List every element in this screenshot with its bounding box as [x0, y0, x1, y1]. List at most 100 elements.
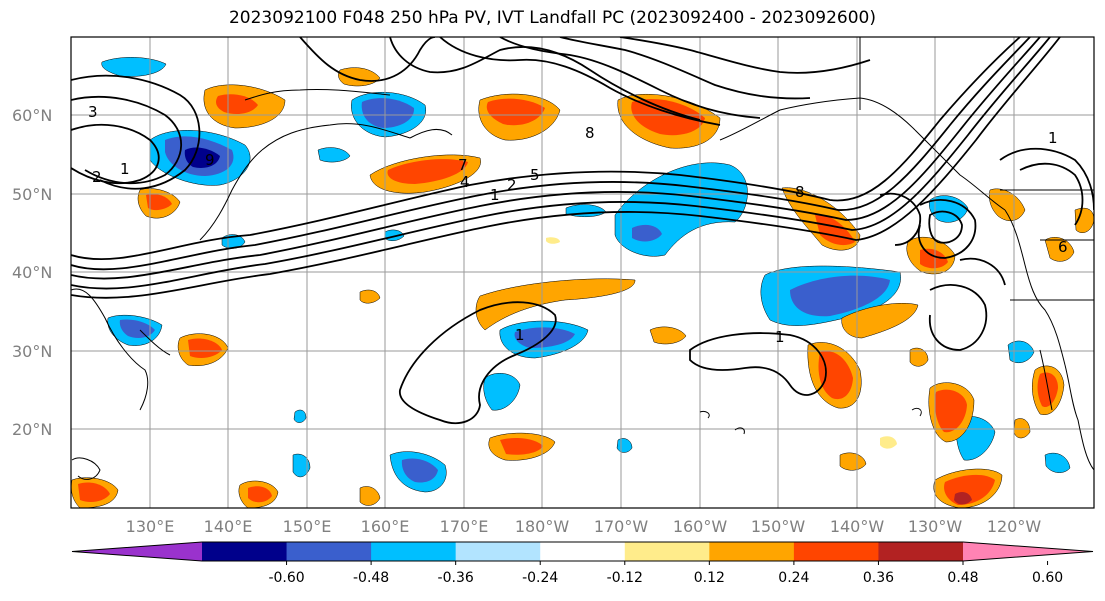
- shade-neg-patch: [929, 195, 969, 223]
- contour-label: 1: [515, 326, 525, 344]
- shade-pos-patch: [989, 188, 1026, 222]
- shade-pos-patch: [500, 438, 543, 455]
- contour-label: 1: [1048, 129, 1058, 147]
- shade-pos-patch: [188, 338, 222, 358]
- colorbar-outline: [71, 541, 1094, 562]
- contour-label: 1: [490, 186, 500, 204]
- pv-contours: [71, 37, 1094, 425]
- shade-pos-patch: [818, 351, 853, 400]
- shade-pos-patch: [78, 482, 110, 502]
- lon-label: 150°E: [283, 517, 332, 536]
- lat-label: 30°N: [12, 342, 52, 361]
- contour-label: 3: [88, 103, 98, 121]
- lat-label: 40°N: [12, 263, 52, 282]
- shade-neg-patch: [361, 98, 415, 128]
- lon-label: 160°E: [361, 517, 410, 536]
- lat-label: 50°N: [12, 185, 52, 204]
- shade-pos-patch: [841, 302, 919, 339]
- shade-pos-patch: [1013, 418, 1031, 439]
- colorbar-tick-label: -0.12: [607, 570, 643, 586]
- shade-neg-patch: [292, 453, 311, 478]
- colorbar-segment: [709, 542, 795, 561]
- shade-neg-patch: [184, 147, 220, 168]
- colorbar-ticks: -0.60 -0.48 -0.36 -0.24 -0.12 0.12 0.24 0.36 0.4…: [268, 561, 1063, 586]
- lat-label: 60°N: [12, 106, 52, 125]
- shade-pos-patch: [909, 347, 929, 367]
- contour-label: 7: [458, 156, 468, 174]
- shading-layer: [71, 57, 1094, 508]
- contour-label: 4: [460, 173, 470, 191]
- colorbar-segment: [455, 542, 541, 561]
- colorbar-segment: [793, 542, 879, 561]
- shade-pos-patch: [649, 326, 687, 345]
- lon-label: 130°W: [908, 517, 963, 536]
- shade-pos-patch: [954, 492, 972, 505]
- shade-pos-patch: [387, 159, 468, 184]
- latitude-labels: 60°N 50°N 40°N 30°N 20°N: [12, 106, 52, 439]
- shade-pos-patch: [546, 237, 560, 244]
- shade-neg-patch: [632, 224, 662, 242]
- colorbar-tick-label: -0.24: [522, 570, 558, 586]
- shade-pos-patch: [248, 486, 272, 503]
- colorbar-tick-label: -0.48: [353, 570, 389, 586]
- contour-label: 1: [775, 328, 785, 346]
- contour-labels: 3 2 1 1 2 1 1 1 8 8 7 4 5 6 9: [88, 103, 1068, 346]
- lon-label: 130°E: [126, 517, 175, 536]
- contour-label: 2: [507, 176, 517, 194]
- lon-label: 160°W: [673, 517, 728, 536]
- shade-neg-patch: [790, 275, 890, 317]
- gridlines: [71, 37, 1094, 508]
- colorbar-segment: [878, 542, 964, 561]
- shade-neg-patch: [483, 373, 521, 411]
- shade-pos-patch: [359, 486, 381, 506]
- colorbar-tick-label: 0.12: [694, 570, 725, 586]
- contour-label: 6: [1058, 238, 1068, 256]
- shade-pos-patch: [475, 278, 636, 331]
- colorbar-segment: [624, 542, 710, 561]
- contour-label: 9: [205, 151, 215, 169]
- colorbar-tick-label: 0.60: [1032, 570, 1063, 586]
- contour-label: 2: [92, 168, 102, 186]
- colorbar-segment: [286, 542, 372, 561]
- shade-pos-patch: [880, 436, 897, 449]
- lon-label: 140°W: [830, 517, 885, 536]
- lon-label: 170°E: [440, 517, 489, 536]
- shade-pos-patch: [934, 389, 967, 433]
- colorbar-tick-label: -0.60: [268, 570, 304, 586]
- colorbar-segment: [540, 542, 626, 561]
- shade-pos-patch: [146, 194, 172, 211]
- colorbar-segment: [202, 542, 288, 561]
- contour-label: 5: [530, 166, 540, 184]
- longitude-labels: 130°E 140°E 150°E 160°E 170°E 180°W 170°…: [126, 517, 1042, 536]
- contour-label: 1: [120, 160, 130, 178]
- shade-neg-patch: [293, 409, 307, 423]
- shade-pos-patch: [486, 98, 545, 126]
- colorbar-tick-label: 0.24: [778, 570, 809, 586]
- shade-pos-patch: [359, 289, 381, 304]
- lon-label: 150°W: [751, 517, 806, 536]
- colorbar-extend-low: [72, 542, 202, 561]
- colorbar-tick-label: 0.36: [863, 570, 894, 586]
- contour-label: 8: [585, 124, 595, 142]
- lat-label: 20°N: [12, 420, 52, 439]
- shade-pos-patch: [631, 98, 705, 136]
- map-title: 2023092100 F048 250 hPa PV, IVT Landfall…: [228, 8, 876, 28]
- shade-pos-patch: [1044, 237, 1075, 262]
- colorbar-segment: [371, 542, 457, 561]
- lon-label: 180°W: [515, 517, 570, 536]
- colorbar-segments: [71, 541, 1094, 562]
- plot-frame: [70, 36, 1095, 509]
- colorbar-tick-label: -0.36: [438, 570, 474, 586]
- colorbar-tick-label: 0.48: [947, 570, 978, 586]
- shade-neg-patch: [317, 147, 351, 163]
- contour-label: 8: [795, 183, 805, 201]
- shade-neg-patch: [401, 458, 438, 483]
- shade-neg-patch: [119, 319, 155, 338]
- lon-label: 140°E: [204, 517, 253, 536]
- colorbar: -0.60 -0.48 -0.36 -0.24 -0.12 0.12 0.24 0.36 0.4…: [71, 541, 1094, 586]
- shade-neg-patch: [1044, 452, 1071, 473]
- shade-pos-patch: [839, 452, 867, 471]
- lon-label: 120°W: [987, 517, 1042, 536]
- coastlines: [71, 37, 1094, 480]
